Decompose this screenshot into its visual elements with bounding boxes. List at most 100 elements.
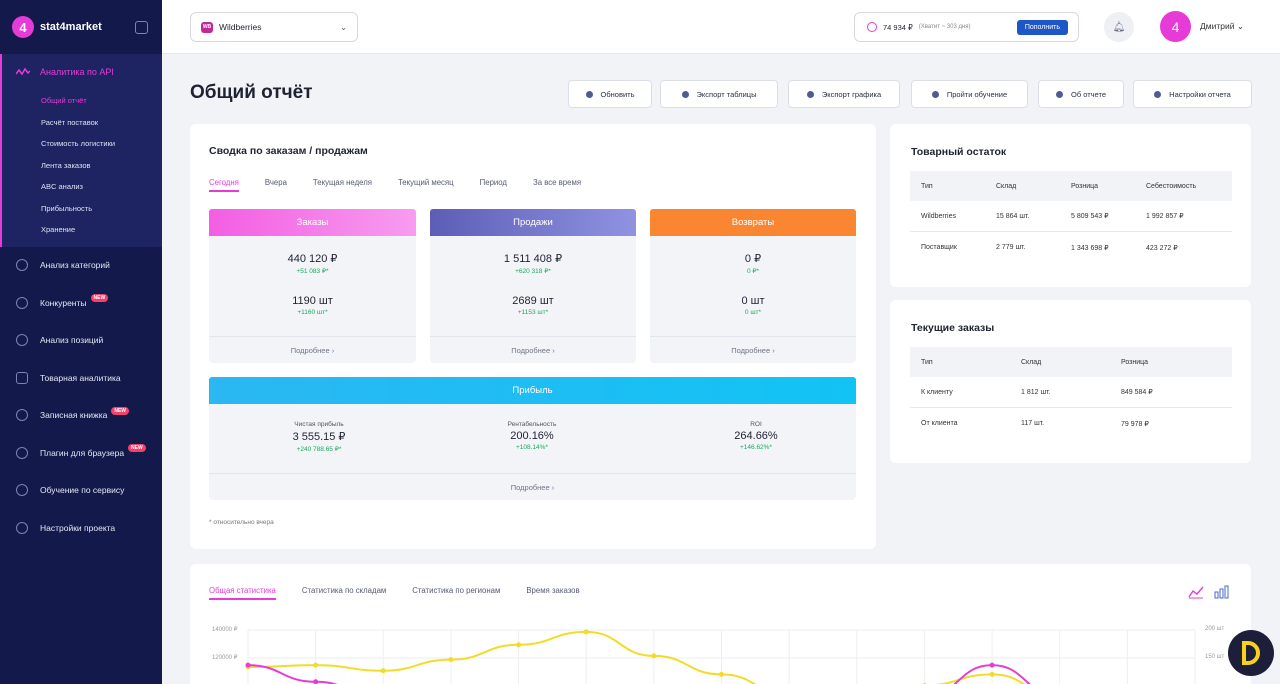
avatar[interactable]: 4 <box>1160 11 1191 42</box>
nav-sub-orders-feed[interactable]: Лента заказов <box>41 160 91 170</box>
sales-more-link[interactable]: Подробнее › <box>430 336 636 363</box>
cell-retail: 79 978 ₽ <box>1121 420 1149 428</box>
wave-icon <box>16 67 30 76</box>
corner-logo-icon <box>1228 630 1274 676</box>
nav-item-learning[interactable]: Обучение по сервису <box>0 472 162 510</box>
orders-table-header: Тип Склад Розница <box>910 347 1232 377</box>
user-menu[interactable]: Дмитрий ⌄ <box>1200 21 1244 32</box>
stats-tabs: Общая статистика Статистика по складам С… <box>209 586 580 600</box>
nav-item-label: Анализ категорий <box>40 260 110 271</box>
roi-delta: +146.62%* <box>740 444 772 451</box>
brand-name: stat4market <box>40 21 102 33</box>
tab-warehouse-stats[interactable]: Статистика по складам <box>301 586 387 595</box>
learning-icon <box>16 484 28 497</box>
cell-warehouse: 117 шт. <box>1021 420 1045 427</box>
nav-sub-general-report[interactable]: Общий отчёт <box>41 96 87 106</box>
data-point[interactable] <box>380 668 386 674</box>
nav-item-competitors[interactable]: Конкуренты NEW <box>0 284 162 322</box>
data-point[interactable] <box>651 653 657 659</box>
balance-amount: 74 934 ₽ <box>883 22 913 32</box>
collapse-sidebar-icon[interactable] <box>135 20 148 34</box>
tab-today[interactable]: Сегодня <box>209 178 239 192</box>
topup-button[interactable]: Пополнить <box>1016 19 1068 35</box>
nav-item-categories[interactable]: Анализ категорий <box>0 247 162 285</box>
bar-chart-icon[interactable] <box>1214 585 1230 599</box>
cell-warehouse: 2 779 шт. <box>996 244 1026 251</box>
data-point[interactable] <box>448 657 454 663</box>
nav-item-label: Товарная аналитика <box>40 372 121 383</box>
brand-logo[interactable]: 4 stat4market <box>0 0 162 54</box>
summary-title: Сводка по заказам / продажам <box>209 145 368 157</box>
export-table-button[interactable]: Экспорт таблицы <box>660 80 778 108</box>
tab-general-stats[interactable]: Общая статистика <box>209 586 276 600</box>
about-report-label: Об отчете <box>1070 89 1106 99</box>
marketplace-select[interactable]: WB Wildberries ⌄ <box>190 12 358 42</box>
tab-region-stats[interactable]: Статистика по регионам <box>412 586 501 595</box>
nav-sub-logistics-cost[interactable]: Стоимость логистики <box>41 139 116 149</box>
line-chart-icon[interactable] <box>1188 585 1204 599</box>
tab-order-time[interactable]: Время заказов <box>526 586 580 595</box>
cell-retail: 849 584 ₽ <box>1121 389 1153 396</box>
category-icon <box>16 259 28 272</box>
tab-all-time[interactable]: За все время <box>532 178 582 187</box>
tab-current-week[interactable]: Текущая неделя <box>312 178 372 187</box>
nav-item-api-analytics[interactable]: Аналитика по API <box>2 54 162 90</box>
new-badge: NEW <box>128 444 146 453</box>
balance-note: (Хватит ~ 303 дня) <box>918 24 971 30</box>
nav-item-browser-plugin[interactable]: Плагин для браузера NEW <box>0 434 162 472</box>
position-icon <box>16 334 28 347</box>
profit-more-link[interactable]: Подробнее › <box>209 473 856 500</box>
nav-sub-supply-calc[interactable]: Расчёт поставок <box>41 117 99 127</box>
stock-card: Товарный остаток Тип Склад Розница Себес… <box>890 124 1251 287</box>
nav-sub-abc[interactable]: ABC анализ <box>41 182 83 192</box>
gear-icon <box>1154 90 1162 98</box>
data-point[interactable] <box>989 671 995 677</box>
nav-sub-storage[interactable]: Хранение <box>41 225 76 235</box>
learning-button[interactable]: Пройти обучение <box>911 80 1028 108</box>
nav-item-positions[interactable]: Анализ позиций <box>0 322 162 360</box>
nav-section-api-analytics: Аналитика по API Общий отчёт Расчёт пост… <box>0 54 162 247</box>
data-point[interactable] <box>719 671 724 677</box>
net-profit: Чистая прибыль 3 555.15 ₽ +240 788.65 ₽* <box>219 421 419 453</box>
refresh-button[interactable]: Обновить <box>568 80 652 108</box>
sales-count-delta: +1153 шт* <box>517 309 549 316</box>
orders-more-link[interactable]: Подробнее › <box>209 336 416 363</box>
nav-item-label: Плагин для браузера <box>40 447 125 458</box>
table-row: К клиенту 1 812 шт. 849 584 ₽ <box>910 377 1232 408</box>
notebook-icon <box>16 409 28 422</box>
net-profit-delta: +240 788.65 ₽* <box>296 446 342 453</box>
statistics-chart <box>245 629 1196 684</box>
refresh-label: Обновить <box>600 89 635 99</box>
nav-item-notebook[interactable]: Записная книжка NEW <box>0 397 162 435</box>
export-chart-label: Экспорт графика <box>821 89 882 99</box>
sales-amount: 1 511 408 ₽ <box>503 253 563 265</box>
report-settings-button[interactable]: Настройки отчета <box>1133 80 1252 108</box>
about-report-button[interactable]: Об отчете <box>1038 80 1124 108</box>
cell-retail: 5 809 543 ₽ <box>1071 213 1109 220</box>
summary-card: Сводка по заказам / продажам Сегодня Вче… <box>190 124 876 549</box>
y-tick-right: 150 шт <box>1205 654 1225 660</box>
current-orders-card: Текущие заказы Тип Склад Розница К клиен… <box>890 300 1251 463</box>
nav-item-project-settings[interactable]: Настройки проекта <box>0 509 162 547</box>
bell-icon[interactable]: 🔔︎ <box>1104 12 1134 42</box>
data-point[interactable] <box>583 629 589 635</box>
tab-current-month[interactable]: Текущий месяц <box>397 178 454 187</box>
tab-yesterday[interactable]: Вчера <box>264 178 287 187</box>
data-point[interactable] <box>516 642 522 648</box>
data-point[interactable] <box>313 679 319 684</box>
period-tabs: Сегодня Вчера Текущая неделя Текущий мес… <box>209 178 582 192</box>
profit-header: Прибыль <box>209 377 856 404</box>
data-point[interactable] <box>245 662 251 668</box>
refresh-icon <box>585 90 593 98</box>
data-point[interactable] <box>313 662 319 668</box>
profitability: Рентабельность 200.16% +108.14%* <box>432 421 632 451</box>
balance-widget: 74 934 ₽ (Хватит ~ 303 дня) Пополнить <box>854 12 1079 42</box>
current-orders-title: Текущие заказы <box>911 322 995 334</box>
y-tick-left: 120000 ₽ <box>212 655 238 661</box>
returns-more-link[interactable]: Подробнее › <box>650 336 856 363</box>
tab-period[interactable]: Период <box>479 178 507 187</box>
nav-sub-profitability[interactable]: Прибыльность <box>41 203 93 213</box>
export-chart-button[interactable]: Экспорт графика <box>788 80 900 108</box>
nav-item-product-analytics[interactable]: Товарная аналитика <box>0 359 162 397</box>
data-point[interactable] <box>989 662 995 668</box>
